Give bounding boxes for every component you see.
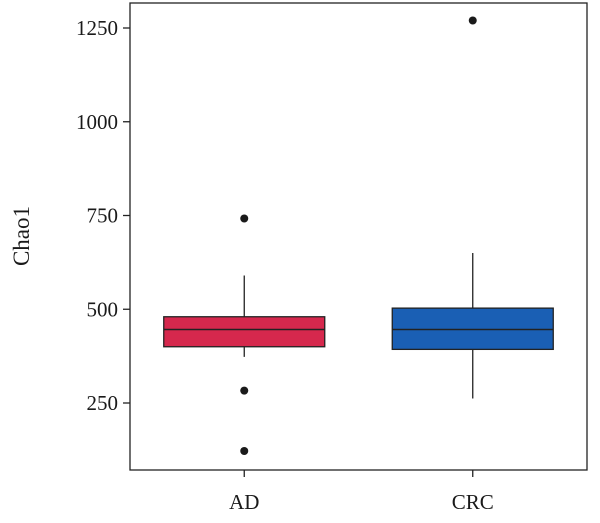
- y-tick-label-250: 250: [87, 391, 119, 415]
- x-tick-label-ad: AD: [229, 490, 259, 514]
- ad-box: [163, 316, 326, 348]
- y-tick-label-1000: 1000: [76, 110, 118, 134]
- ad-outlier-point: [240, 214, 249, 223]
- y-tick-label-750: 750: [87, 204, 119, 228]
- ad-outlier-point: [240, 447, 249, 455]
- y-tick-label-500: 500: [87, 297, 119, 321]
- plot-frame: [129, 2, 588, 471]
- crc-outlier-point: [468, 16, 477, 25]
- y-tick-label-1250: 1250: [76, 16, 118, 40]
- x-tick-label-crc: CRC: [452, 490, 494, 514]
- ad-outlier-point: [240, 386, 249, 395]
- y-axis: 250 500 750 1000 1250: [76, 16, 130, 415]
- y-axis-title: Chao1: [9, 206, 34, 266]
- plot-area: [163, 16, 554, 455]
- x-axis: AD CRC: [229, 470, 494, 514]
